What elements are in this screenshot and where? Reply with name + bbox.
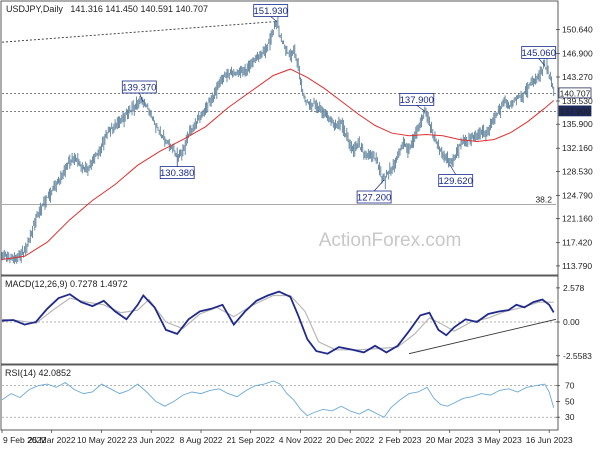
date-tick-label: 21 Sep 2022 bbox=[227, 435, 275, 445]
moving-average-line bbox=[1, 68, 555, 260]
date-tick-label: 20 Mar 2023 bbox=[426, 435, 474, 445]
rsi-tick-label: 70 bbox=[565, 381, 575, 391]
rsi-tick-label: 30 bbox=[565, 412, 575, 422]
callout-label: 139.370 bbox=[122, 83, 156, 94]
callout-label: 130.380 bbox=[160, 168, 194, 179]
macd-axis: 2.578 0.00 -2.5583 bbox=[556, 283, 592, 361]
macd-tick-label: 0.00 bbox=[563, 317, 580, 327]
macd-line bbox=[1, 290, 555, 355]
callout-box bbox=[253, 4, 289, 17]
callout-box bbox=[399, 93, 435, 106]
rsi-axis: 70 50 30 bbox=[556, 381, 575, 422]
rsi-series bbox=[1, 380, 556, 418]
symbol-label: USDJPY,Daily bbox=[6, 4, 63, 14]
callout-label: 129.620 bbox=[439, 176, 473, 187]
macd-tick-label: -2.5583 bbox=[563, 351, 592, 361]
price-axis: 150.640 146.900 143.270 139.530 135.900 132.1… bbox=[556, 25, 593, 271]
price-tick-label: 146.900 bbox=[562, 49, 593, 59]
date-tick-label: 23 Jun 2022 bbox=[128, 435, 175, 445]
watermark: ActionForex.com bbox=[319, 230, 462, 251]
ohlc-values: 141.316 141.450 140.591 140.707 bbox=[70, 4, 208, 14]
callout-label: 127.200 bbox=[357, 193, 391, 204]
macd-trend-line bbox=[408, 318, 557, 355]
price-callouts: 151.930 139.370 130.380 127.200 137.900 129.6… bbox=[121, 4, 557, 204]
price-tick-label: 124.790 bbox=[562, 190, 593, 200]
callout-leader bbox=[270, 16, 277, 22]
level-tag-box bbox=[558, 87, 592, 99]
callout-label: 145.060 bbox=[522, 48, 556, 59]
callout-box bbox=[521, 46, 557, 59]
price-tick-label: 132.160 bbox=[562, 143, 593, 153]
callout-box bbox=[356, 190, 392, 204]
fib-38-2-line: 38.2 bbox=[2, 194, 556, 205]
rsi-title: RSI(14) 42.0852 bbox=[5, 368, 71, 378]
date-tick-label: 10 May 2022 bbox=[77, 435, 126, 445]
rsi-panel bbox=[0, 364, 559, 431]
trend-lines bbox=[1, 21, 277, 43]
macd-series bbox=[1, 290, 557, 355]
callout-box bbox=[121, 80, 157, 94]
callout-box bbox=[438, 174, 474, 187]
date-tick-label: 2 Feb 2023 bbox=[378, 435, 421, 445]
callout-leader bbox=[138, 92, 144, 103]
callout-box bbox=[159, 166, 195, 180]
price-tick-label: 121.160 bbox=[562, 214, 593, 224]
date-tick-label: 20 Dec 2022 bbox=[326, 435, 374, 445]
macd-signal-line bbox=[1, 294, 554, 351]
long-term-trend-line bbox=[1, 21, 277, 43]
rsi-line bbox=[1, 380, 555, 418]
price-tick-label: 113.790 bbox=[562, 261, 592, 271]
price-tick-label: 117.420 bbox=[562, 238, 592, 248]
price-tick-label: 139.530 bbox=[562, 96, 593, 106]
price-tick-label: 150.640 bbox=[562, 25, 593, 35]
date-tick-label: 4 Nov 2022 bbox=[279, 435, 323, 445]
callout-label: 151.930 bbox=[254, 6, 288, 17]
callout-leader bbox=[373, 179, 385, 192]
price-grid bbox=[2, 93, 556, 112]
callout-leader bbox=[416, 105, 426, 112]
level-tag-label: 140.707 bbox=[560, 88, 591, 98]
price-tick-label: 128.530 bbox=[562, 167, 593, 177]
price-series bbox=[1, 13, 555, 265]
level-tag-label: 137.900 bbox=[560, 106, 591, 116]
date-tick-label: 16 Jun 2023 bbox=[526, 435, 573, 445]
date-tick-label: 8 Aug 2022 bbox=[179, 435, 222, 445]
macd-panel bbox=[0, 275, 559, 365]
price-tick-label: 143.270 bbox=[562, 72, 593, 82]
rsi-tick-label: 50 bbox=[565, 396, 575, 406]
macd-tick-label: 2.578 bbox=[563, 283, 585, 293]
fib-label: 38.2 bbox=[535, 194, 552, 204]
date-tick-label: 25 Mar 2022 bbox=[28, 435, 76, 445]
chart-header: USDJPY,Daily 141.316 141.450 140.591 140… bbox=[6, 4, 208, 14]
callout-leader bbox=[538, 58, 545, 66]
price-tick-label: 135.900 bbox=[562, 119, 593, 129]
date-tick-label: 9 Feb 2022 bbox=[3, 435, 46, 445]
callout-label: 137.900 bbox=[400, 95, 434, 106]
macd-title: MACD(12,26,9) 0.7278 1.4972 bbox=[5, 279, 128, 289]
date-tick-label: 3 May 2023 bbox=[477, 435, 522, 445]
level-tag-box bbox=[558, 105, 592, 117]
callout-leader bbox=[449, 164, 457, 175]
